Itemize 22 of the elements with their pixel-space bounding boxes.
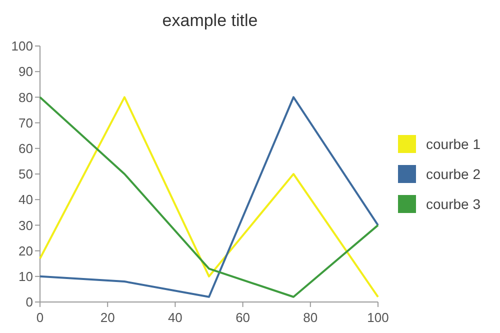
y-tick-label: 70 — [18, 115, 33, 130]
y-tick-label: 40 — [18, 192, 33, 208]
legend-label: courbe 2 — [426, 166, 481, 182]
y-tick-label: 80 — [18, 90, 33, 105]
y-tick-label: 0 — [26, 294, 33, 310]
y-tick-label: 30 — [18, 218, 33, 233]
y-tick-label: 60 — [18, 140, 33, 156]
x-tick-label: 60 — [236, 310, 250, 325]
y-tick-label: 100 — [11, 38, 33, 54]
legend-label: courbe 3 — [426, 196, 481, 212]
x-tick-label: 100 — [367, 310, 389, 325]
y-tick-label: 20 — [18, 243, 33, 258]
legend-label: courbe 1 — [426, 136, 481, 152]
y-tick-label: 90 — [18, 64, 33, 80]
x-tick-label: 80 — [303, 310, 318, 325]
y-tick-label: 10 — [18, 268, 33, 284]
x-tick-label: 20 — [100, 310, 115, 325]
y-tick-label: 50 — [18, 166, 33, 182]
chart-title: example title — [162, 11, 258, 30]
x-tick-label: 40 — [168, 310, 182, 325]
x-tick-label: 0 — [36, 310, 44, 325]
line-series — [39, 96, 379, 298]
